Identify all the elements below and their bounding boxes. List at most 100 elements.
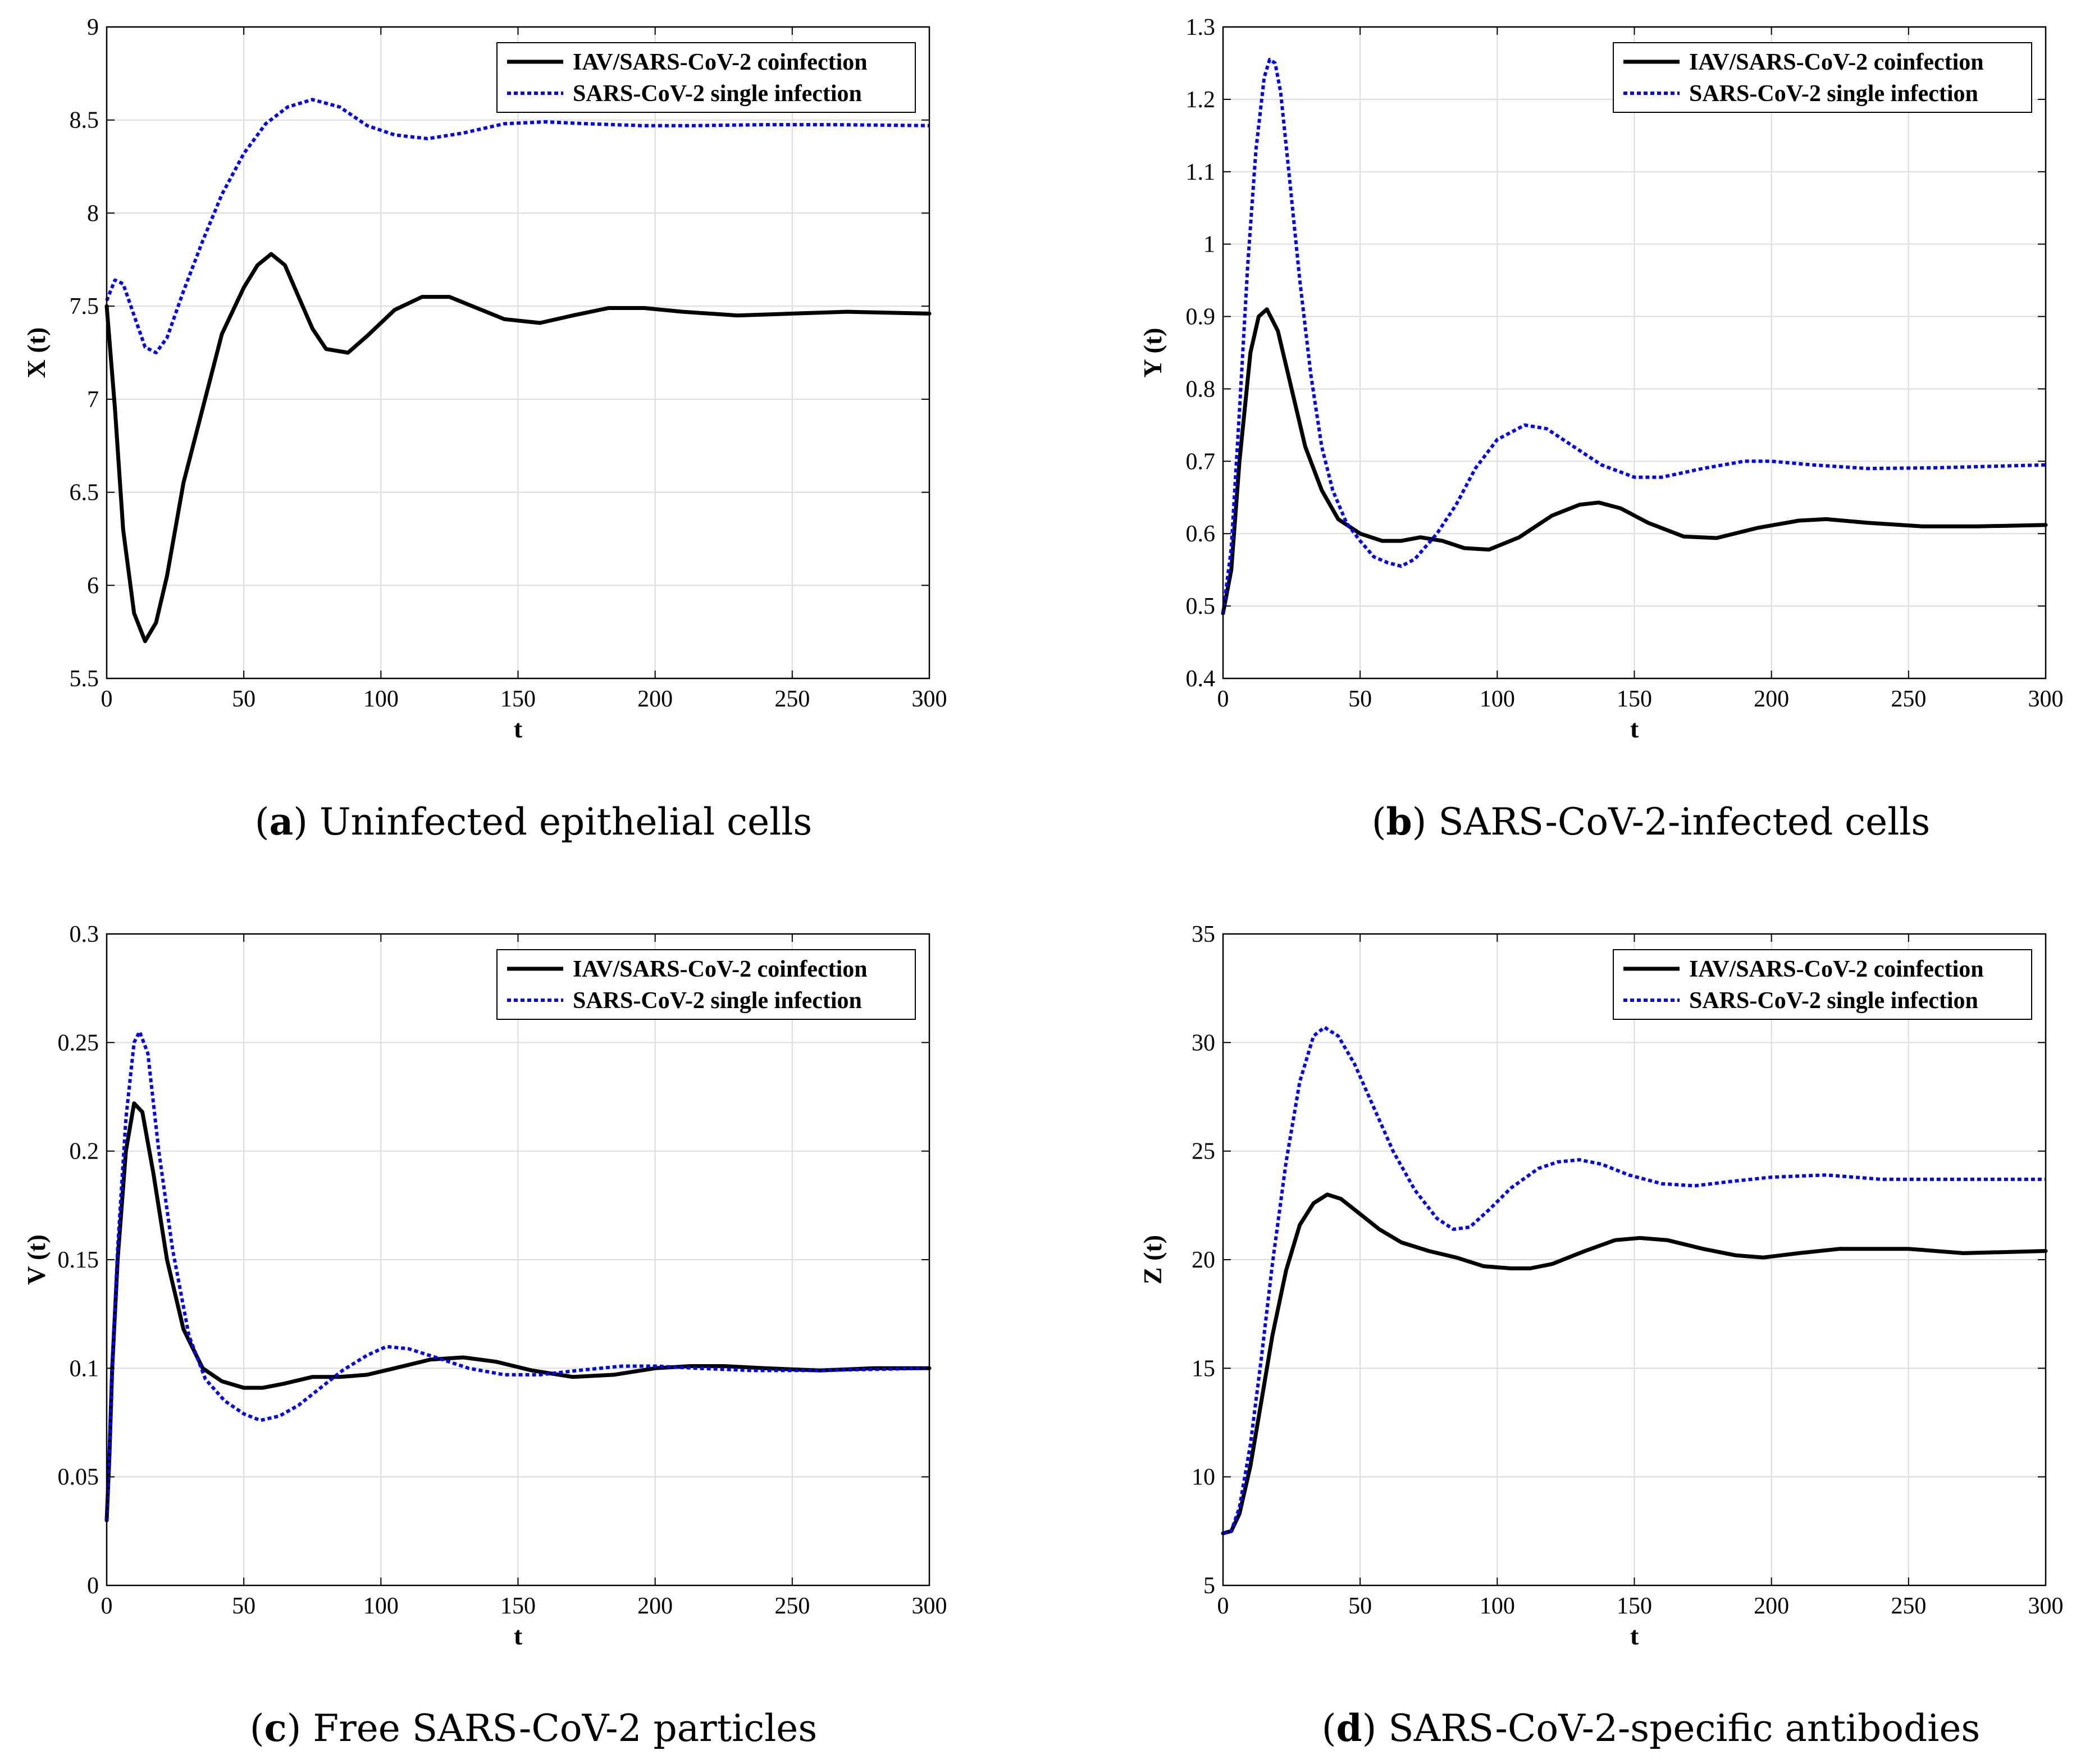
x-tick-label: 100: [1480, 1593, 1515, 1619]
y-tick-label: 0.9: [1186, 304, 1216, 330]
x-tick-label: 250: [1891, 686, 1926, 712]
y-tick-label: 20: [1192, 1247, 1215, 1273]
x-tick-label: 150: [1617, 1593, 1652, 1619]
series-line-single: [1221, 58, 2046, 614]
legend-box: [1613, 42, 2032, 113]
legend: IAV/SARS-CoV-2 coinfection SARS-CoV-2 sin…: [1613, 42, 2032, 113]
x-tick-label: 250: [774, 686, 810, 712]
legend: IAV/SARS-CoV-2 coinfection SARS-CoV-2 sin…: [1613, 949, 2032, 1020]
x-tick-label: 250: [774, 1593, 810, 1619]
y-tick-label: 8.5: [70, 108, 99, 134]
legend-box: [496, 949, 916, 1020]
caption-d-letter: d: [1336, 1706, 1362, 1750]
y-tick-label: 0: [87, 1573, 99, 1599]
y-tick-label: 0.05: [58, 1465, 99, 1490]
panel-b: 0 50 100 150 200 250 300 0.4 0.5 0.6 0.7 0.8 0.9 1 1.1…: [1138, 15, 2064, 743]
caption-c-text: Free SARS-CoV-2 particles: [313, 1707, 817, 1750]
x-tick-label: 200: [637, 1593, 673, 1619]
legend-label-single: SARS-CoV-2 single infection: [1689, 81, 1978, 107]
y-tick-label: 0.3: [70, 922, 99, 947]
y-tick-label: 35: [1192, 922, 1215, 947]
x-tick-label: 100: [363, 686, 399, 712]
legend: IAV/SARS-CoV-2 coinfection SARS-CoV-2 sin…: [496, 949, 916, 1020]
x-tick-label: 150: [500, 1593, 536, 1619]
caption-b-text: SARS-CoV-2-infected cells: [1438, 800, 1930, 844]
x-tick-label: 50: [1348, 686, 1372, 712]
legend-box: [496, 42, 916, 113]
y-tick-label: 6: [87, 573, 99, 599]
y-axis-label: V (t): [22, 1234, 51, 1285]
caption-d-text: SARS-CoV-2-specific antibodies: [1388, 1707, 1980, 1750]
y-tick-label: 0.6: [1186, 521, 1216, 547]
y-tick-label: 8: [87, 200, 99, 226]
x-tick-label: 0: [101, 686, 113, 712]
series-line-coinfection: [104, 1101, 932, 1523]
legend-label-coinfection: IAV/SARS-CoV-2 coinfection: [1689, 49, 1984, 75]
x-tick-label: 250: [1891, 1593, 1926, 1619]
panel-a: 0 50 100 150 200 250 300 5.5 6 6.5 7 7.5 8 8.5 9 t X (t)…: [22, 15, 947, 743]
y-tick-label: 9: [87, 15, 99, 40]
y-tick-label: 10: [1192, 1465, 1215, 1490]
series-line-single: [105, 98, 930, 354]
caption-b-letter: b: [1386, 800, 1412, 844]
x-tick-label: 150: [1617, 686, 1652, 712]
y-tick-label: 0.25: [58, 1030, 99, 1056]
y-tick-label: 1.2: [1186, 87, 1216, 113]
legend-label-coinfection: IAV/SARS-CoV-2 coinfection: [1689, 956, 1984, 982]
legend-label-single: SARS-CoV-2 single infection: [573, 81, 862, 107]
y-tick-label: 5.5: [70, 666, 99, 692]
y-tick-label: 30: [1192, 1030, 1215, 1056]
y-tick-label: 6.5: [70, 480, 99, 506]
y-axis-label: Y (t): [1138, 328, 1167, 378]
y-tick-label: 7.5: [70, 294, 99, 320]
y-tick-label: 0.15: [58, 1247, 99, 1273]
panel-d: 0 50 100 150 200 250 300 5 10 15 20 25 30 35 t Z (t) IAV…: [1138, 922, 2064, 1650]
y-tick-label: 7: [87, 387, 99, 413]
x-tick-label: 300: [2028, 686, 2064, 712]
legend-label-coinfection: IAV/SARS-CoV-2 coinfection: [573, 49, 868, 75]
caption-b: (b) SARS-CoV-2-infected cells: [1372, 800, 1931, 844]
x-tick-label: 200: [1754, 1593, 1789, 1619]
x-axis-label: t: [1630, 1621, 1639, 1650]
y-tick-label: 0.8: [1186, 376, 1216, 402]
x-tick-label: 100: [1480, 686, 1515, 712]
legend-label-single: SARS-CoV-2 single infection: [1689, 988, 1978, 1014]
x-tick-label: 50: [232, 1593, 255, 1619]
y-tick-label: 0.5: [1186, 594, 1216, 619]
caption-a-text: Uninfected epithelial cells: [320, 800, 812, 844]
x-axis-label: t: [514, 1621, 523, 1650]
y-tick-label: 25: [1192, 1139, 1215, 1165]
panel-c: 0 50 100 150 200 250 300 0 0.05 0.1 0.15 0.2 0.25 0.3…: [22, 922, 947, 1650]
y-axis-label: X (t): [22, 327, 51, 379]
caption-c-letter: c: [264, 1706, 286, 1750]
series-line-single: [105, 1030, 930, 1521]
x-tick-label: 300: [912, 1593, 947, 1619]
x-tick-label: 150: [500, 686, 536, 712]
y-tick-label: 1.1: [1186, 159, 1216, 185]
x-tick-label: 0: [1217, 1593, 1229, 1619]
caption-a: (a) Uninfected epithelial cells: [255, 800, 813, 844]
x-tick-label: 200: [1754, 686, 1789, 712]
legend-label-coinfection: IAV/SARS-CoV-2 coinfection: [573, 956, 868, 982]
x-tick-label: 100: [363, 1593, 399, 1619]
series-line-coinfection: [104, 252, 932, 644]
y-axis-label: Z (t): [1138, 1235, 1167, 1284]
y-tick-label: 1: [1203, 232, 1215, 258]
series-line-coinfection: [1221, 307, 2048, 616]
y-tick-label: 5: [1203, 1573, 1215, 1599]
caption-a-letter: a: [269, 800, 293, 844]
x-axis-label: t: [1630, 714, 1639, 743]
x-tick-label: 200: [637, 686, 673, 712]
y-tick-label: 1.3: [1186, 15, 1216, 40]
x-axis-label: t: [514, 714, 523, 743]
caption-d: (d) SARS-CoV-2-specific antibodies: [1322, 1706, 1981, 1750]
x-tick-label: 0: [1217, 686, 1229, 712]
x-tick-label: 50: [232, 686, 255, 712]
y-tick-label: 15: [1192, 1356, 1215, 1382]
x-tick-label: 300: [912, 686, 947, 712]
series-line-single: [1222, 1025, 2046, 1535]
y-tick-label: 0.1: [70, 1356, 99, 1382]
series-line-coinfection: [1221, 1192, 2048, 1535]
x-tick-label: 0: [101, 1593, 113, 1619]
